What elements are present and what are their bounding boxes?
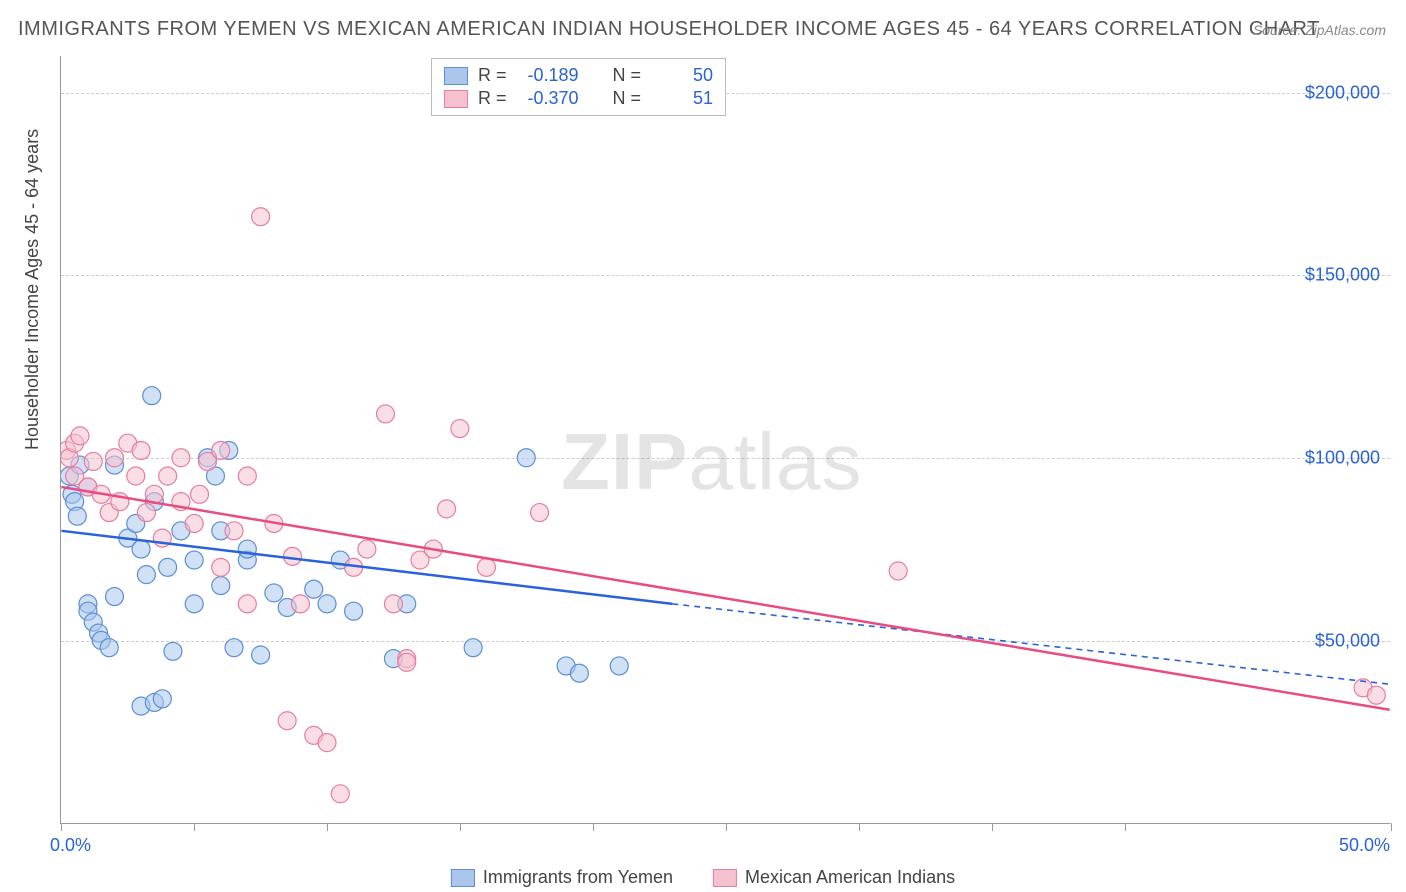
data-point [106,449,124,467]
y-axis-title: Householder Income Ages 45 - 64 years [22,129,43,450]
data-point [159,558,177,576]
chart-title: IMMIGRANTS FROM YEMEN VS MEXICAN AMERICA… [18,18,1320,41]
data-point [238,467,256,485]
x-tick [859,823,860,831]
legend-label-yemen: Immigrants from Yemen [483,867,673,888]
data-point [477,558,495,576]
data-point [225,522,243,540]
data-point [252,646,270,664]
data-point [1367,686,1385,704]
data-point [291,595,309,613]
n-value-yemen: 50 [655,65,713,86]
data-point [191,485,209,503]
x-tick [992,823,993,831]
data-point [305,580,323,598]
data-point [212,577,230,595]
n-value-mexican: 51 [655,88,713,109]
legend-item-mexican: Mexican American Indians [713,867,955,888]
data-point [84,452,102,470]
x-tick [327,823,328,831]
data-point [185,515,203,533]
swatch-yemen [444,67,468,85]
data-point [132,540,150,558]
data-point [137,504,155,522]
data-point [137,566,155,584]
data-point [610,657,628,675]
r-value-mexican: -0.370 [521,88,579,109]
data-point [212,558,230,576]
data-point [889,562,907,580]
data-point [185,551,203,569]
trend-line [61,487,1389,710]
data-point [376,405,394,423]
data-point [143,387,161,405]
x-tick [726,823,727,831]
data-point [238,540,256,558]
x-tick [1125,823,1126,831]
data-point [100,639,118,657]
r-label: R = [478,65,507,86]
x-tick [61,823,62,831]
data-point [517,449,535,467]
data-point [265,584,283,602]
x-tick [194,823,195,831]
plot-area: R = -0.189 N = 50 R = -0.370 N = 51 ZIPa… [60,56,1390,824]
data-point [345,602,363,620]
r-value-yemen: -0.189 [521,65,579,86]
data-point [384,595,402,613]
data-point [185,595,203,613]
data-point [358,540,376,558]
swatch-yemen [451,869,475,887]
data-point [106,588,124,606]
swatch-mexican [713,869,737,887]
data-point [153,690,171,708]
data-point [451,420,469,438]
data-point [225,639,243,657]
data-point [318,595,336,613]
data-point [68,507,86,525]
legend-item-yemen: Immigrants from Yemen [451,867,673,888]
data-point [570,664,588,682]
legend-row-mexican: R = -0.370 N = 51 [444,88,713,109]
x-tick [593,823,594,831]
x-axis-max-label: 50.0% [1339,835,1390,856]
data-point [398,653,416,671]
swatch-mexican [444,90,468,108]
n-label: N = [613,65,642,86]
trend-line [672,604,1389,684]
data-point [127,467,145,485]
series-legend: Immigrants from Yemen Mexican American I… [451,867,955,888]
data-point [283,547,301,565]
data-point [132,441,150,459]
data-point [71,427,89,445]
x-tick [460,823,461,831]
scatter-svg [61,56,1390,823]
data-point [172,449,190,467]
data-point [278,712,296,730]
data-point [164,642,182,660]
data-point [159,467,177,485]
x-tick [1391,823,1392,831]
r-label: R = [478,88,507,109]
data-point [531,504,549,522]
data-point [438,500,456,518]
n-label: N = [613,88,642,109]
x-axis-min-label: 0.0% [50,835,91,856]
data-point [464,639,482,657]
correlation-legend: R = -0.189 N = 50 R = -0.370 N = 51 [431,58,726,116]
legend-row-yemen: R = -0.189 N = 50 [444,65,713,86]
data-point [318,734,336,752]
data-point [331,785,349,803]
legend-label-mexican: Mexican American Indians [745,867,955,888]
source-attribution: Source: ZipAtlas.com [1253,22,1386,38]
data-point [238,595,256,613]
data-point [252,208,270,226]
data-point [212,441,230,459]
